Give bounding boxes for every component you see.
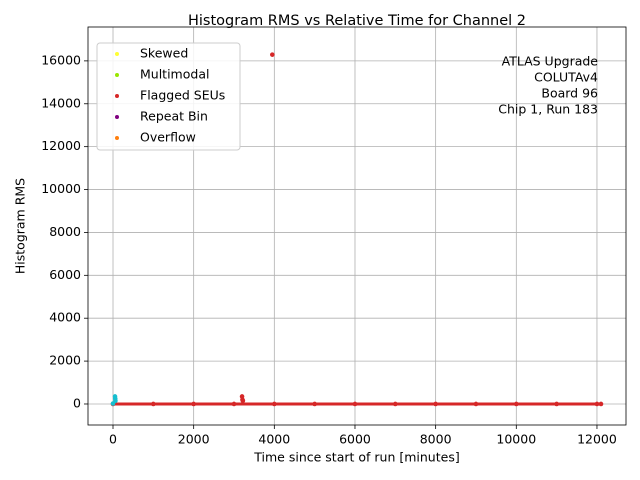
y-tick-label: 8000 — [49, 224, 81, 239]
legend-box — [96, 42, 241, 151]
point — [113, 398, 118, 404]
point — [240, 398, 246, 404]
legend-label: Skewed — [140, 46, 188, 61]
annotation: COLUTAv4 — [534, 70, 598, 85]
legend-marker — [115, 115, 119, 119]
x-axis-label: Time since start of run [minutes] — [253, 450, 459, 465]
legend-label: Overflow — [140, 130, 196, 145]
legend-marker — [115, 73, 119, 77]
annotation: Chip 1, Run 183 — [498, 102, 598, 117]
y-tick-label: 12000 — [41, 138, 81, 153]
x-tick-label: 8000 — [420, 432, 452, 447]
y-tick-label: 14000 — [41, 95, 81, 110]
y-tick-label: 2000 — [49, 353, 81, 368]
point — [598, 401, 604, 407]
point — [272, 401, 277, 407]
x-tick-label: 0 — [109, 432, 117, 447]
legend-label: Multimodal — [140, 67, 209, 82]
legend-marker — [115, 136, 119, 140]
x-tick-label: 2000 — [178, 432, 210, 447]
point — [270, 52, 275, 57]
y-tick-label: 10000 — [41, 181, 81, 196]
point — [151, 401, 156, 407]
point — [594, 401, 600, 407]
legend-marker — [115, 94, 119, 98]
legend-label: Repeat Bin — [140, 109, 208, 124]
point — [554, 401, 559, 407]
y-tick-label: 4000 — [49, 310, 81, 325]
legend-marker — [115, 52, 119, 56]
point — [393, 401, 398, 407]
y-tick-label: 0 — [73, 395, 81, 410]
point — [191, 401, 196, 407]
y-tick-label: 6000 — [49, 267, 81, 282]
legend-label: Flagged SEUs — [140, 88, 225, 103]
annotation: Board 96 — [541, 86, 598, 101]
x-tick-label: 6000 — [339, 432, 371, 447]
point — [231, 401, 237, 407]
point — [312, 401, 317, 407]
point — [473, 401, 479, 407]
x-tick-label: 4000 — [258, 432, 290, 447]
plot-frame — [87, 26, 627, 426]
y-tick-label: 16000 — [41, 52, 81, 67]
point — [352, 401, 358, 407]
chart-title: Histogram RMS vs Relative Time for Chann… — [188, 13, 526, 29]
x-tick-label: 10000 — [496, 432, 536, 447]
point — [514, 401, 519, 407]
x-tick-label: 12000 — [577, 432, 617, 447]
point — [433, 401, 438, 407]
y-axis-label: Histogram RMS — [13, 178, 28, 274]
annotation: ATLAS Upgrade — [502, 54, 599, 69]
